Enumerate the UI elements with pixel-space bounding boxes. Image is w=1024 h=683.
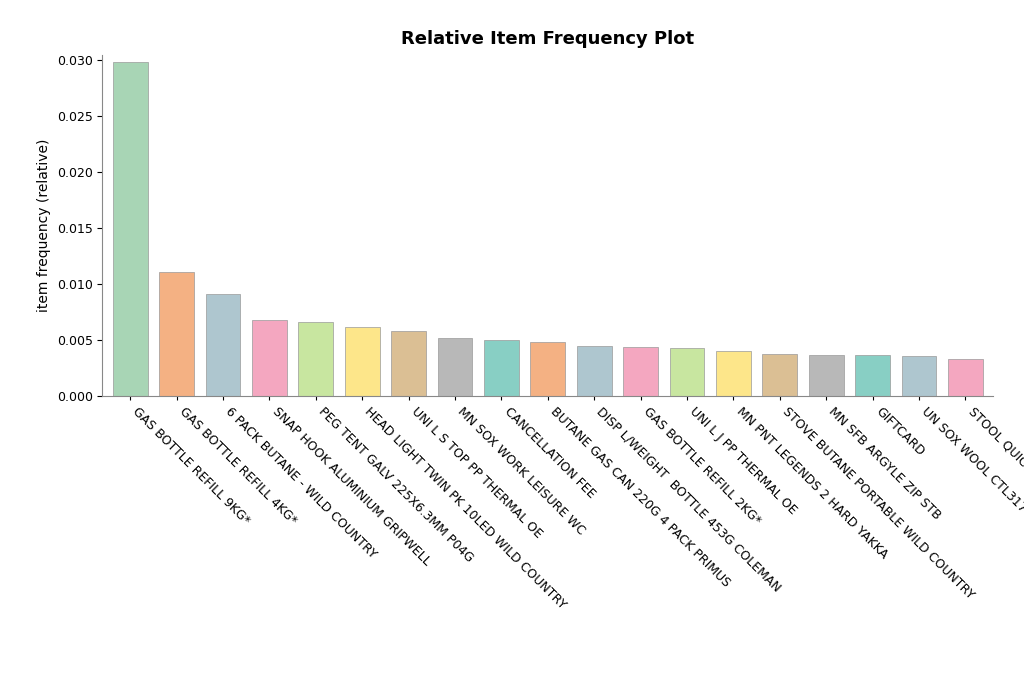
Bar: [855, 354, 890, 396]
Bar: [391, 331, 426, 396]
Bar: [809, 354, 844, 396]
Bar: [160, 272, 194, 396]
Title: Relative Item Frequency Plot: Relative Item Frequency Plot: [401, 29, 694, 48]
Bar: [113, 62, 147, 396]
Bar: [948, 359, 983, 396]
Bar: [763, 354, 798, 396]
Bar: [530, 342, 565, 396]
Bar: [298, 322, 333, 396]
Bar: [252, 320, 287, 396]
Bar: [902, 356, 936, 396]
Bar: [437, 338, 472, 396]
Bar: [345, 326, 380, 396]
Bar: [484, 340, 519, 396]
Bar: [624, 347, 658, 396]
Bar: [577, 346, 611, 396]
Bar: [206, 294, 241, 396]
Y-axis label: item frequency (relative): item frequency (relative): [37, 139, 51, 312]
Bar: [716, 351, 751, 396]
Bar: [670, 348, 705, 396]
